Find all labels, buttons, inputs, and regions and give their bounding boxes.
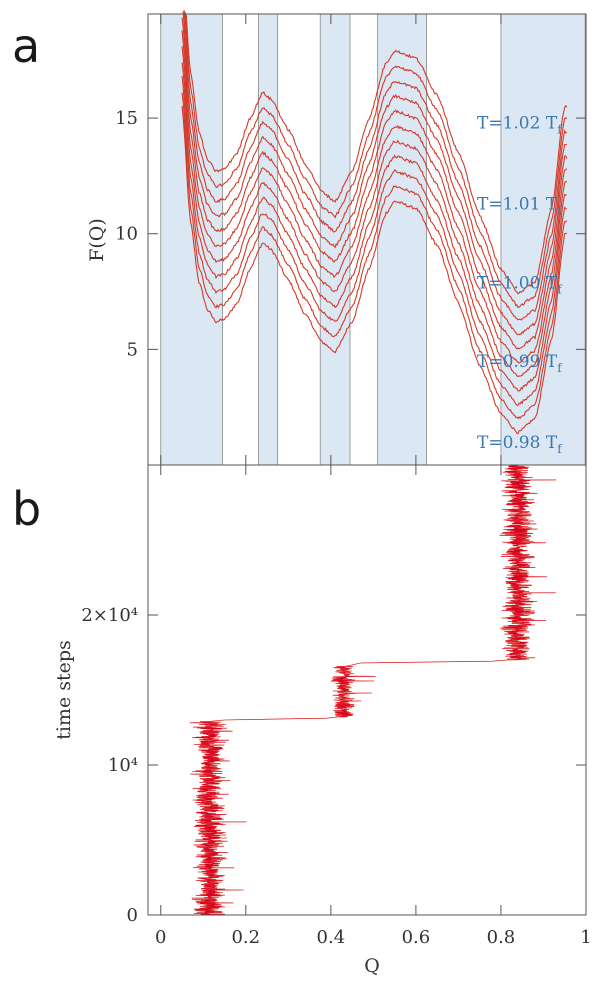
panel-b-ylabel: time steps	[53, 640, 75, 740]
trajectory-trace-halo	[189, 464, 557, 916]
panel-b-xlabel: Q	[364, 955, 380, 977]
panel-a-ytick-label: 5	[127, 339, 138, 360]
panel-b-xtick-label: 1	[580, 927, 591, 948]
panel-b-frame	[147, 464, 587, 916]
shaded-band	[500, 14, 586, 465]
panel-b-xtick-label: 0.2	[231, 927, 260, 948]
temperature-label: T=1.02 Tf	[477, 114, 563, 137]
shaded-bands	[160, 14, 586, 465]
temperature-label-subscript: f	[557, 123, 563, 137]
shaded-band	[320, 14, 350, 465]
free-energy-curve	[181, 106, 567, 435]
panel-b-xtick-label: 0	[155, 927, 166, 948]
panel-b-ytick-label: 10⁴	[108, 755, 138, 776]
temperature-label: T=0.99 Tf	[477, 352, 563, 375]
shaded-band	[160, 14, 223, 465]
panel-a-ylabel: F(Q)	[86, 218, 108, 262]
panel-b-xtick-label: 0.6	[402, 927, 431, 948]
temperature-label-subscript: f	[557, 282, 563, 296]
shaded-band	[258, 14, 278, 465]
free-energy-curve	[181, 92, 568, 420]
panel-letter-b: b	[12, 482, 41, 536]
shaded-band	[377, 14, 427, 465]
panel-b-ytick-label: 0	[127, 905, 138, 926]
panel-letter-a: a	[12, 19, 40, 73]
temperature-label-subscript: f	[557, 361, 563, 375]
trajectory-trace-line	[189, 464, 557, 916]
temperature-label: T=1.01 Tf	[477, 195, 563, 218]
free-energy-curves	[181, 10, 568, 435]
free-energy-curve	[182, 11, 567, 336]
panel-b-ticks: 0 10⁴ 2×10⁴ 0 0.2 0.4 0.6 0.8 1	[81, 465, 592, 948]
free-energy-curve	[184, 11, 568, 308]
free-energy-curve	[181, 46, 567, 377]
free-energy-curve	[185, 14, 568, 295]
temperature-label-subscript: f	[557, 204, 563, 218]
free-energy-curve	[183, 10, 568, 321]
trajectory-trace	[189, 464, 557, 916]
temperature-labels: T=1.02 Tf T=1.01 Tf T=1.00 Tf T=0.99 Tf T=0.…	[477, 114, 563, 456]
panel-b-xtick-label: 0.8	[487, 927, 516, 948]
panel-a-ytick-label: 10	[115, 224, 138, 245]
temperature-label: T=1.00 Tf	[477, 273, 563, 296]
panel-a-ticks: 5 10 15	[115, 14, 587, 465]
free-energy-curve	[181, 76, 568, 406]
panel-b-xtick-label: 0.4	[317, 927, 346, 948]
free-energy-curve	[181, 62, 567, 392]
free-energy-curve	[181, 30, 568, 364]
panel-b-ytick-label: 2×10⁴	[81, 605, 138, 626]
temperature-label: T=0.98 Tf	[477, 433, 563, 456]
free-energy-curve	[181, 17, 568, 350]
panel-a-ytick-label: 15	[115, 108, 138, 129]
temperature-label-subscript: f	[557, 442, 563, 456]
